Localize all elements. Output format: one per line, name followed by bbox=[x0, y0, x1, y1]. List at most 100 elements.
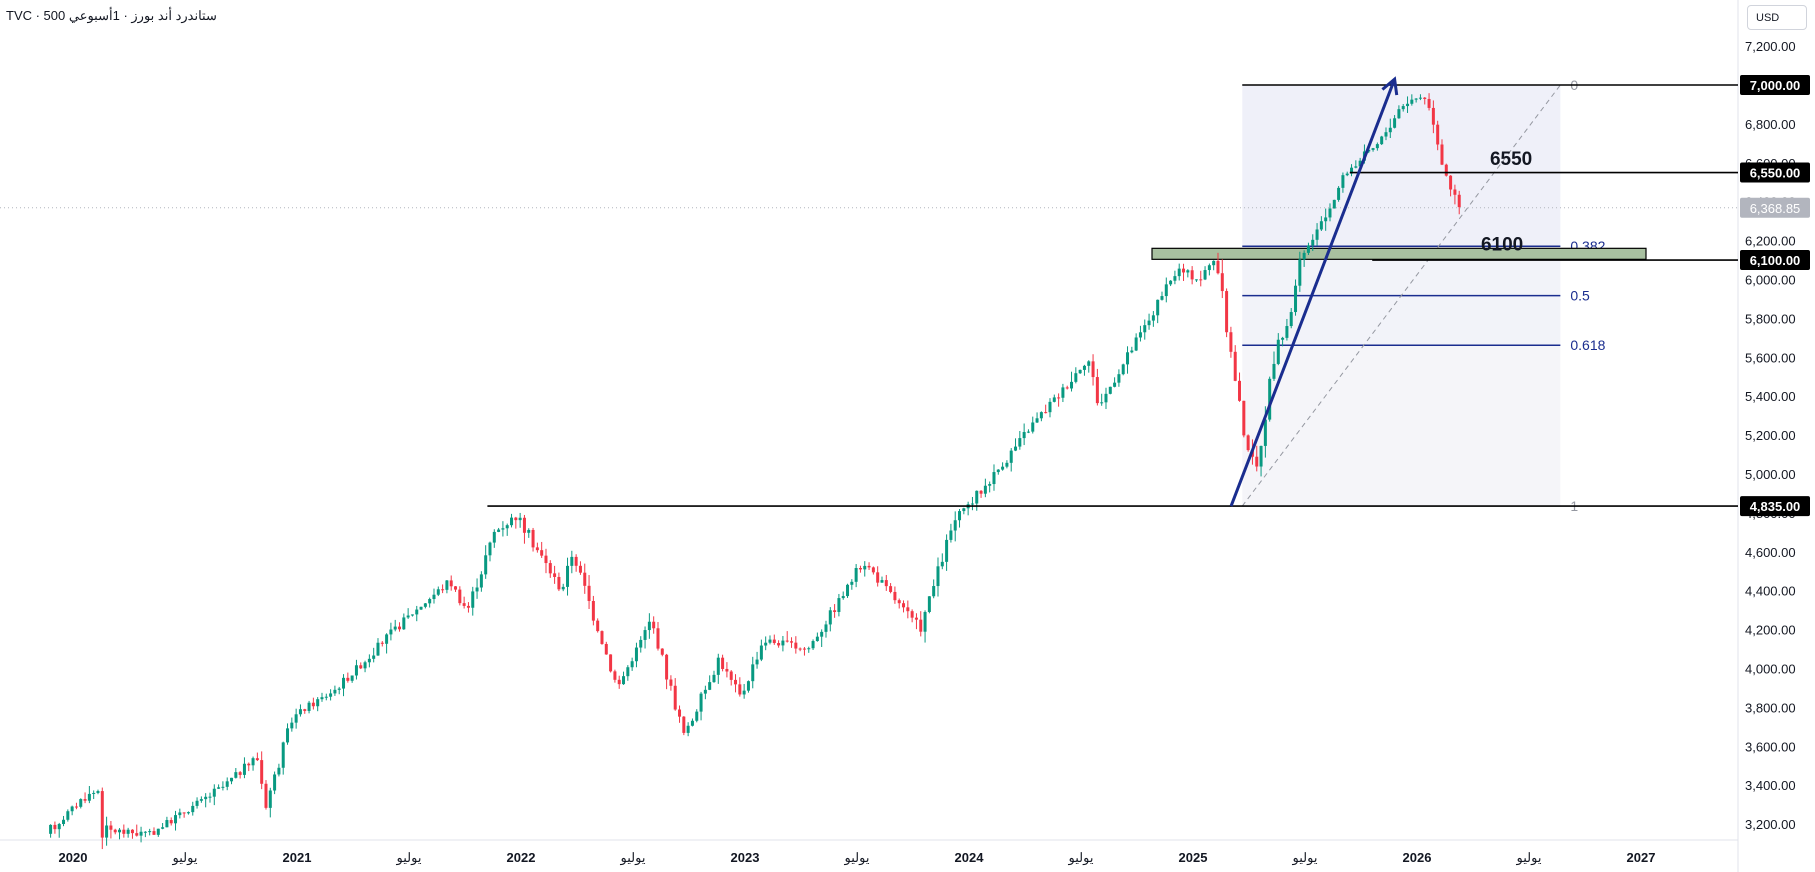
candle-body bbox=[1138, 332, 1142, 338]
time-tick-label: 2026 bbox=[1403, 850, 1432, 865]
candle-body bbox=[1104, 393, 1108, 403]
candle-body bbox=[1306, 245, 1310, 253]
candle-body bbox=[790, 641, 794, 643]
candle-body bbox=[846, 584, 850, 597]
candle-body bbox=[910, 611, 914, 618]
candle-body bbox=[682, 716, 686, 733]
candle-body bbox=[815, 636, 819, 642]
candle-body bbox=[1233, 351, 1237, 381]
price-tick-label: 6,200.00 bbox=[1745, 234, 1796, 249]
candle-body bbox=[389, 629, 393, 635]
support-zone-box[interactable] bbox=[1151, 247, 1647, 260]
candle-body bbox=[195, 800, 199, 806]
candle-body bbox=[914, 617, 918, 620]
candle-body bbox=[522, 517, 526, 533]
candle-body bbox=[105, 825, 109, 838]
candle-body bbox=[156, 828, 160, 835]
price-tick-label: 6,000.00 bbox=[1745, 273, 1796, 288]
candle-body bbox=[867, 565, 871, 568]
horizontal-lines-layer bbox=[0, 84, 1738, 507]
candle-body bbox=[1238, 380, 1242, 401]
fib-level-label: 0.5 bbox=[1570, 288, 1590, 304]
candle-body bbox=[1341, 175, 1345, 188]
fib-zone-0-0382 bbox=[1242, 85, 1561, 247]
candle-body bbox=[1350, 167, 1354, 174]
candle-body bbox=[350, 675, 354, 681]
candle-body bbox=[1272, 363, 1276, 379]
candle-body bbox=[1164, 284, 1168, 297]
candle-body bbox=[49, 824, 53, 834]
candle-body bbox=[751, 664, 755, 682]
candle-body bbox=[87, 793, 91, 801]
candle-body bbox=[1031, 422, 1035, 432]
candle-body bbox=[884, 580, 888, 587]
candle-body bbox=[1263, 419, 1267, 446]
candle-body bbox=[182, 812, 186, 814]
time-tick-label: 2022 bbox=[507, 850, 536, 865]
candle-body bbox=[932, 586, 936, 597]
candle-body bbox=[96, 791, 100, 793]
time-tick-label: 2021 bbox=[283, 850, 312, 865]
candle-body bbox=[755, 659, 759, 665]
candle-body bbox=[1393, 118, 1397, 128]
fib-level-label: 0.618 bbox=[1570, 337, 1605, 353]
candle-body bbox=[346, 677, 350, 681]
candle-body bbox=[359, 665, 363, 669]
candle-body bbox=[238, 772, 242, 775]
candle-body bbox=[953, 520, 957, 531]
candle-body bbox=[1151, 315, 1155, 321]
candle-body bbox=[139, 831, 143, 836]
candle-body bbox=[712, 674, 716, 683]
candle-body bbox=[1005, 462, 1009, 467]
candle-body bbox=[199, 799, 203, 801]
candle-body bbox=[945, 539, 949, 562]
candle-body bbox=[458, 589, 462, 604]
candle-body bbox=[777, 643, 781, 646]
candle-body bbox=[936, 566, 940, 587]
candle-body bbox=[833, 610, 837, 612]
candle-body bbox=[1026, 431, 1030, 433]
candle-body bbox=[703, 689, 707, 694]
candle-body bbox=[268, 790, 272, 808]
candle-body bbox=[273, 774, 277, 791]
candle-body bbox=[996, 469, 1000, 473]
time-tick-label: يوليو bbox=[1068, 850, 1094, 866]
candle-body bbox=[307, 702, 311, 711]
candle-body bbox=[1242, 400, 1246, 436]
price-tick-label: 5,200.00 bbox=[1745, 428, 1796, 443]
candle-body bbox=[992, 472, 996, 485]
candle-body bbox=[122, 829, 126, 834]
candle-body bbox=[1212, 260, 1216, 266]
candle-body bbox=[497, 529, 501, 532]
candle-body bbox=[1397, 109, 1401, 119]
candle-body bbox=[1130, 350, 1134, 353]
candle-body bbox=[1388, 127, 1392, 133]
candle-body bbox=[647, 621, 651, 631]
candle-body bbox=[1427, 98, 1431, 108]
currency-button[interactable]: USD bbox=[1747, 5, 1807, 30]
candle-body bbox=[1039, 412, 1043, 419]
candle-body bbox=[225, 781, 229, 787]
candle-body bbox=[221, 786, 225, 788]
candle-body bbox=[1160, 296, 1164, 300]
candle-body bbox=[1078, 369, 1082, 374]
candle-body bbox=[583, 572, 587, 586]
candle-body bbox=[342, 677, 346, 689]
candle-body bbox=[277, 767, 281, 775]
candle-body bbox=[975, 490, 979, 504]
chart-title: TVC · 500 ستاندرد أند بورز · 1أسبوعي bbox=[6, 8, 217, 23]
price-level-tag bbox=[1740, 162, 1810, 183]
candle-body bbox=[204, 796, 208, 800]
candle-body bbox=[367, 658, 371, 663]
candle-body bbox=[600, 631, 604, 644]
candle-body bbox=[402, 617, 406, 630]
candle-body bbox=[333, 689, 337, 694]
trend-arrow-line[interactable] bbox=[1229, 78, 1397, 507]
candle-body bbox=[152, 831, 156, 835]
price-tick-label: 4,200.00 bbox=[1745, 623, 1796, 638]
candle-body bbox=[1371, 148, 1375, 150]
candle-body bbox=[897, 600, 901, 604]
candle-body bbox=[100, 791, 104, 838]
candle-body bbox=[1332, 199, 1336, 209]
